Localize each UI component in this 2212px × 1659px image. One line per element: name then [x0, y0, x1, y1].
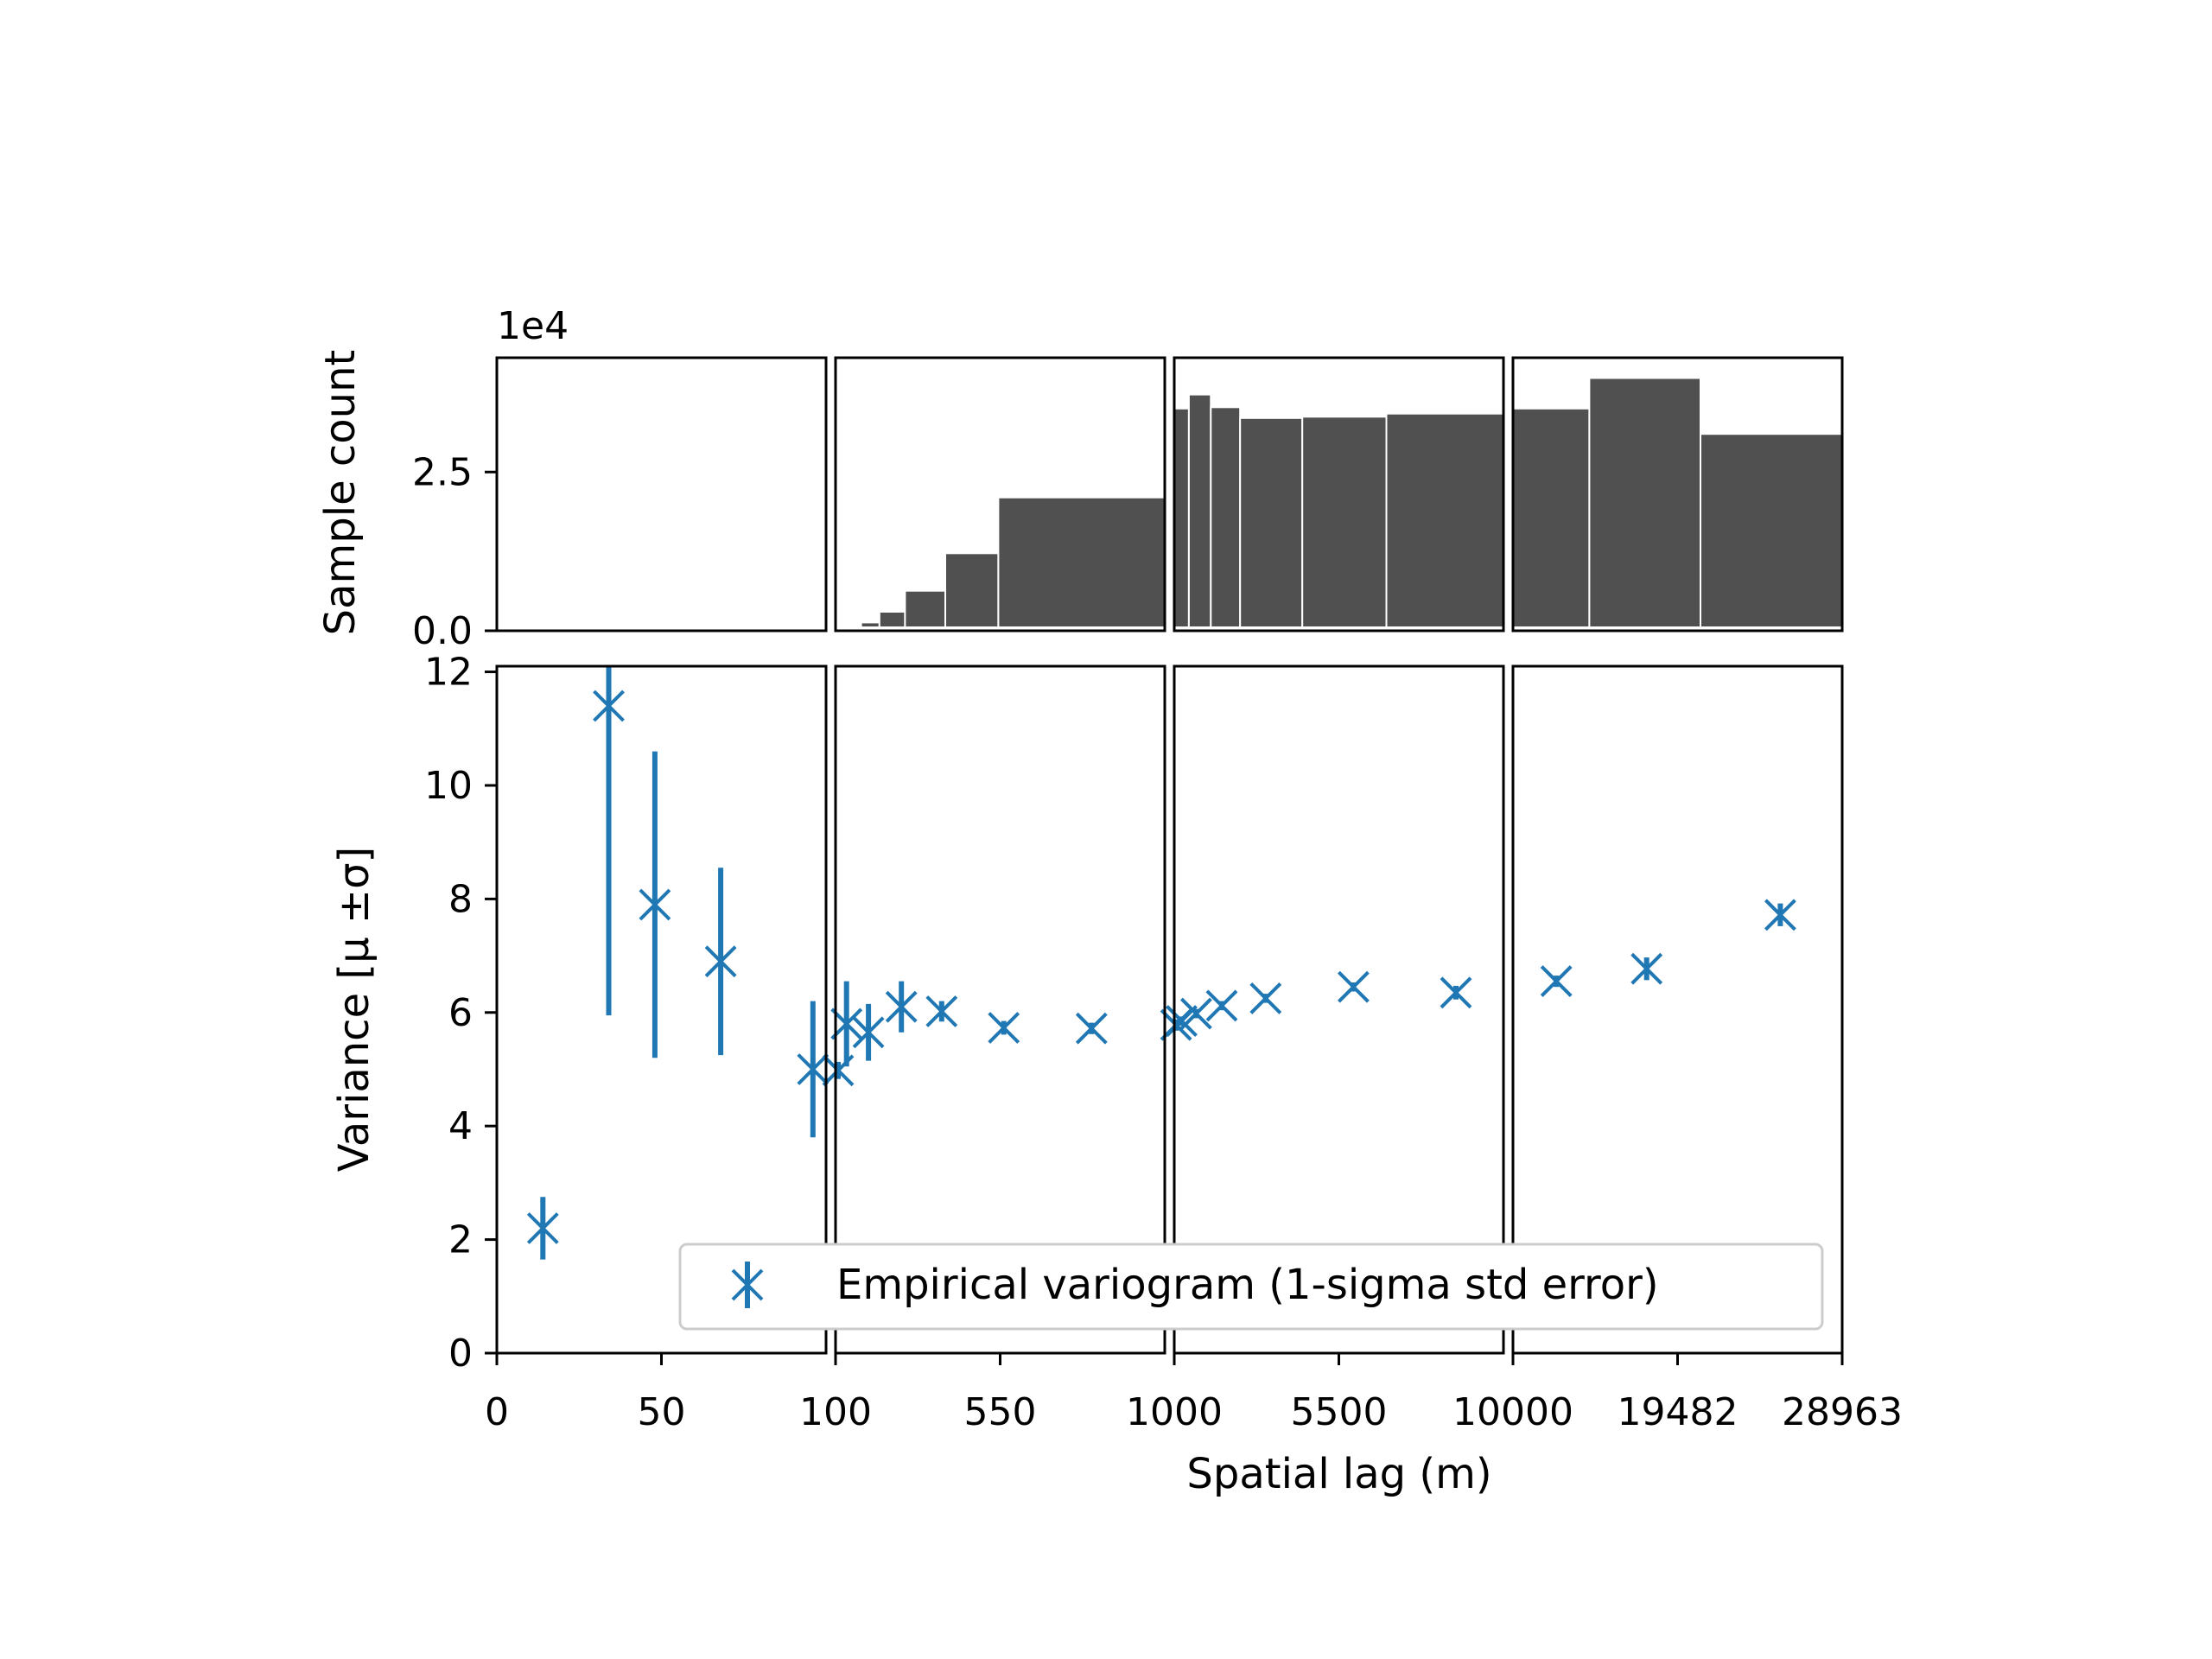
histogram-bar-11	[1301, 416, 1388, 628]
top-y-axis-label: Sample count	[316, 350, 365, 636]
top-y-tick-label-0: 0.0	[412, 609, 473, 653]
data-point-marker-7	[852, 1016, 885, 1049]
bottom-y-tick-label-3: 6	[448, 991, 473, 1035]
top-panel-frame-2	[1173, 356, 1505, 632]
histogram-bar-2	[860, 621, 880, 629]
data-point-marker-14	[1179, 997, 1212, 1030]
data-point-marker-0	[526, 1212, 559, 1244]
histogram-bar-5	[944, 552, 1000, 628]
data-point-marker-21	[1764, 899, 1796, 931]
data-point-marker-15	[1205, 989, 1238, 1022]
data-point-marker-8	[885, 990, 918, 1023]
legend-label: Empirical variogram (1-sigma std error)	[836, 1261, 1659, 1309]
top-panel-frame-3	[1511, 356, 1844, 632]
histogram-bar-9	[1210, 406, 1242, 628]
variogram-markers	[526, 690, 1796, 1244]
x-tick-label-6: 10000	[1452, 1390, 1573, 1434]
histogram-bars	[845, 377, 1843, 629]
top-axis-multiplier-label: 1e4	[497, 304, 569, 348]
x-tick-label-4: 1000	[1126, 1390, 1223, 1434]
bottom-y-tick-label-1: 2	[448, 1218, 473, 1262]
legend-marker-icon	[731, 1262, 764, 1308]
x-tick-label-3: 550	[964, 1390, 1037, 1434]
x-tick-label-2: 100	[799, 1390, 872, 1434]
histogram-bar-14	[1588, 377, 1702, 628]
histogram-bar-13	[1512, 407, 1591, 628]
data-point-marker-5	[822, 1054, 855, 1087]
x-tick-label-1: 50	[638, 1390, 686, 1434]
bottom-y-axis-label: Variance [μ ±σ]	[330, 847, 378, 1173]
legend: Empirical variogram (1-sigma std error)	[678, 1243, 1824, 1331]
data-point-marker-11	[1075, 1012, 1108, 1045]
bottom-y-tick-label-5: 10	[424, 764, 473, 808]
histogram-bar-7	[1173, 407, 1190, 628]
histogram-bar-15	[1700, 433, 1843, 629]
x-tick-label-8: 28963	[1782, 1390, 1903, 1434]
legend-box	[678, 1243, 1824, 1331]
x-tick-label-0: 0	[485, 1390, 509, 1434]
legend-cross-marker	[731, 1268, 764, 1301]
top-panel-frame-1	[834, 356, 1166, 632]
top-y-tick-label-1: 2.5	[412, 450, 473, 494]
histogram-bar-6	[997, 496, 1166, 629]
bottom-y-tick-label-0: 0	[448, 1332, 473, 1376]
x-axis-label: Spatial lag (m)	[1186, 1450, 1491, 1498]
data-point-marker-16	[1249, 982, 1282, 1014]
bottom-y-tick-label-4: 8	[448, 877, 473, 921]
data-point-marker-20	[1630, 952, 1663, 985]
data-point-marker-19	[1540, 965, 1573, 998]
data-point-marker-18	[1440, 976, 1472, 1009]
bottom-y-tick-label-2: 4	[448, 1104, 473, 1148]
data-point-marker-10	[988, 1012, 1020, 1044]
x-tick-label-7: 19482	[1618, 1390, 1738, 1434]
top-panel-frame-0	[495, 356, 828, 632]
x-tick-label-5: 5500	[1291, 1390, 1388, 1434]
histogram-bar-4	[904, 589, 947, 629]
data-point-marker-1	[593, 690, 625, 722]
data-point-marker-2	[639, 888, 671, 921]
histogram-bar-12	[1385, 412, 1504, 629]
histogram-bar-10	[1239, 416, 1304, 628]
bottom-y-tick-label-6: 12	[424, 651, 473, 695]
axis-ticks: 0.0 2.5 0 2 4 6 8 10 12 0 50 100 550 1000 5500 10000 194…	[412, 450, 1903, 1434]
data-point-marker-17	[1337, 970, 1370, 1003]
histogram-bar-3	[878, 611, 906, 628]
histogram-bar-8	[1187, 393, 1212, 628]
data-point-marker-4	[797, 1053, 830, 1085]
data-point-marker-3	[704, 945, 737, 978]
data-point-marker-9	[925, 995, 958, 1027]
